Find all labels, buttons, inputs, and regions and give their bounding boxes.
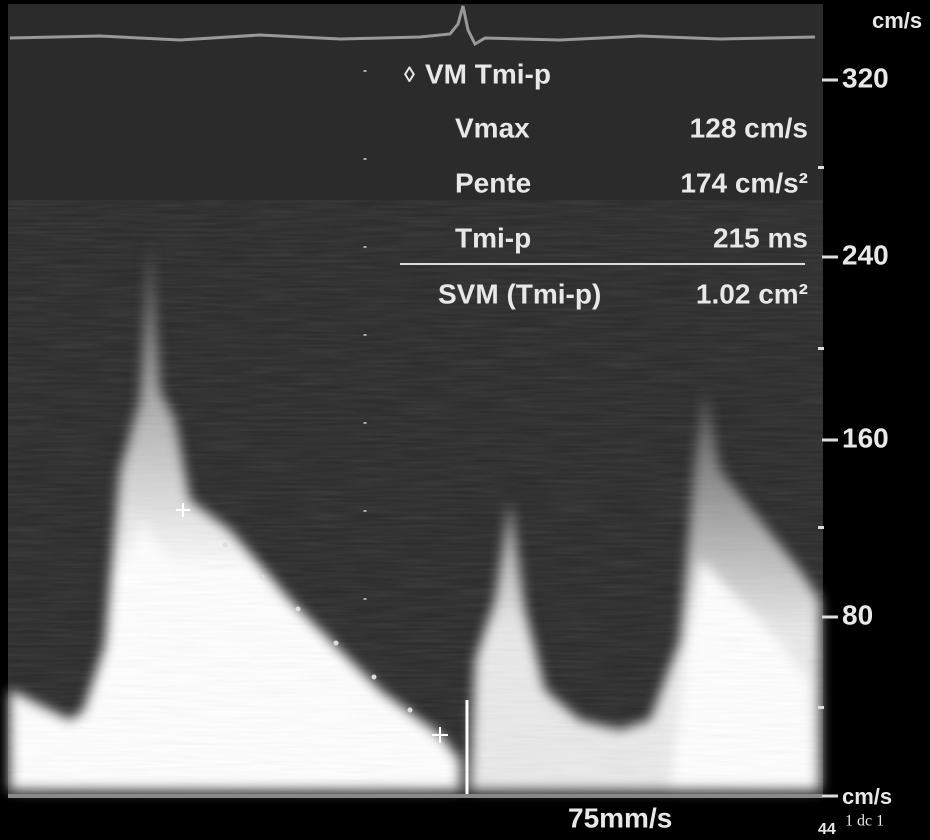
row-value: 128 cm/s — [690, 112, 808, 143]
scale-tick-label: 80 — [842, 599, 873, 630]
measure-title: VM Tmi-p — [425, 58, 551, 89]
row-value: 215 ms — [713, 222, 808, 253]
scale-unit-top: cm/s — [872, 8, 922, 33]
slope-dots — [222, 542, 413, 713]
footer-code-right: 1 dc 1 — [845, 813, 884, 830]
scale-tick-label: 160 — [842, 422, 889, 453]
result-value: 1.02 cm² — [696, 278, 808, 309]
sweep-speed: 75mm/s — [568, 802, 672, 833]
diamond-icon: ◊ — [404, 62, 415, 87]
row-label: Pente — [455, 167, 531, 198]
slope-cursor — [176, 503, 448, 743]
ecg-trace — [9, 5, 816, 47]
scale-tick-label: 320 — [842, 62, 889, 93]
row-value: 174 cm/s² — [680, 167, 808, 198]
result-label: SVM (Tmi-p) — [438, 278, 601, 309]
scale-tick-label: 240 — [842, 239, 889, 270]
row-label: Vmax — [455, 112, 530, 143]
scale-minor-ticks — [818, 166, 824, 709]
row-label: Tmi-p — [455, 222, 531, 253]
scale-unit-bottom: cm/s — [842, 784, 892, 809]
speckle — [8, 200, 823, 794]
footer-code-left: 44 — [818, 821, 836, 838]
